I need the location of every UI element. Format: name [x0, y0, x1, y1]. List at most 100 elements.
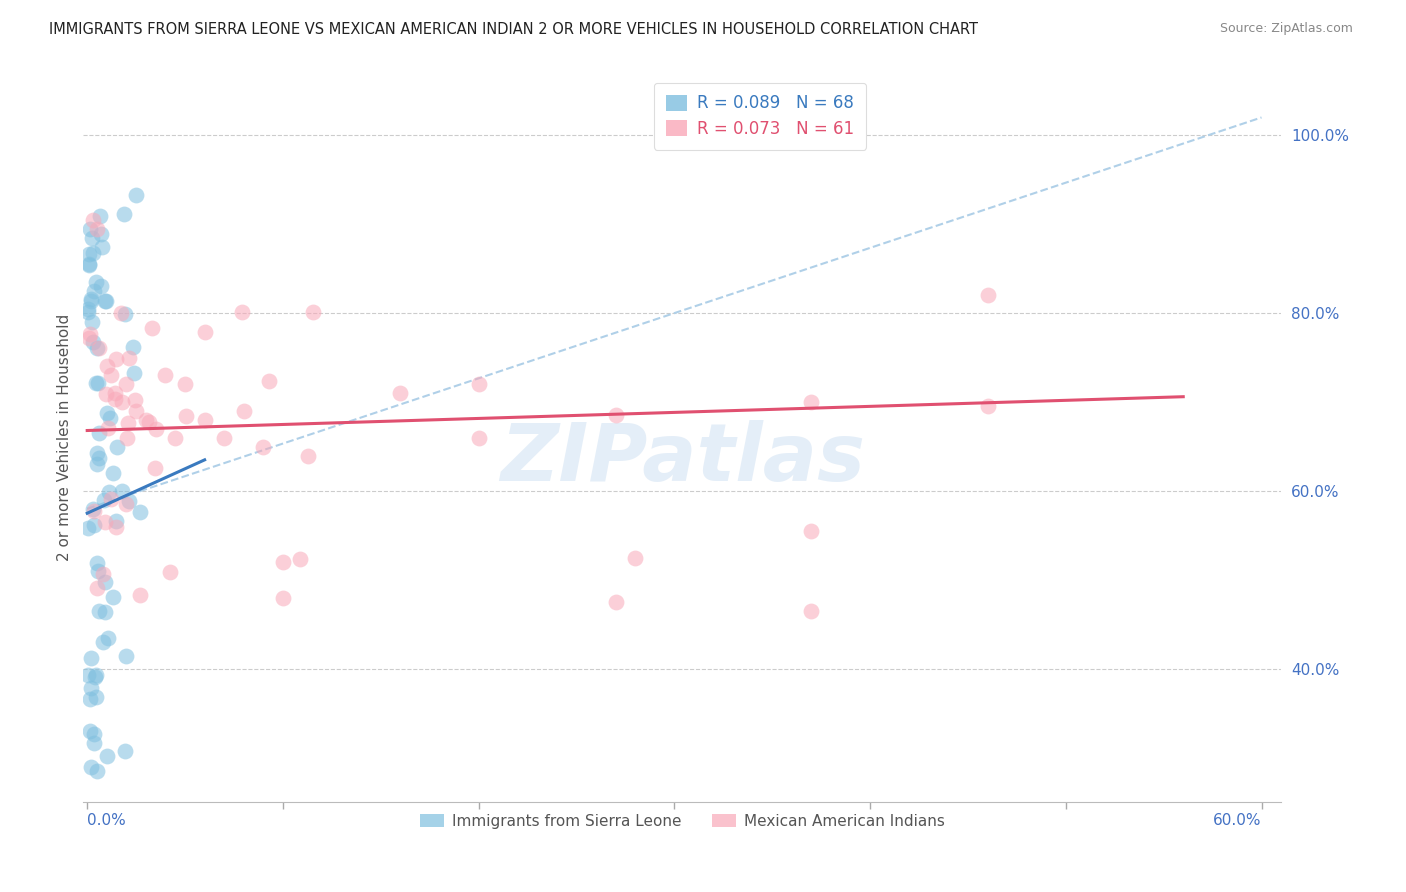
Point	[124, 392, 146, 407]
Point	[110, 306, 132, 320]
Point	[129, 588, 152, 602]
Point	[165, 431, 187, 445]
Point	[94, 605, 117, 619]
Point	[121, 340, 143, 354]
Point	[800, 395, 823, 409]
Point	[90, 240, 112, 254]
Point	[82, 246, 104, 260]
Point	[104, 520, 127, 534]
Point	[159, 565, 181, 579]
Point	[82, 315, 104, 329]
Point	[89, 209, 111, 223]
Point	[84, 690, 107, 704]
Text: Source: ZipAtlas.com: Source: ZipAtlas.com	[1219, 22, 1353, 36]
Point	[104, 386, 127, 401]
Point	[125, 187, 148, 202]
Point	[174, 409, 197, 423]
Point	[84, 275, 107, 289]
Point	[257, 374, 280, 388]
Point	[94, 387, 117, 401]
Point	[104, 351, 127, 366]
Point	[89, 279, 111, 293]
Y-axis label: 2 or more Vehicles in Household: 2 or more Vehicles in Household	[58, 314, 72, 561]
Point	[231, 305, 253, 319]
Point	[138, 415, 160, 429]
Point	[83, 735, 105, 749]
Point	[115, 377, 138, 392]
Point	[800, 604, 823, 618]
Point	[79, 331, 101, 345]
Point	[91, 566, 114, 581]
Point	[115, 648, 138, 663]
Point	[87, 341, 110, 355]
Text: 60.0%: 60.0%	[1213, 813, 1261, 828]
Point	[93, 492, 115, 507]
Point	[87, 564, 110, 578]
Point	[83, 670, 105, 684]
Point	[467, 377, 489, 392]
Point	[82, 334, 104, 349]
Point	[252, 440, 274, 454]
Point	[84, 376, 107, 390]
Point	[77, 258, 100, 272]
Point	[976, 400, 998, 414]
Point	[155, 368, 177, 383]
Point	[86, 341, 108, 355]
Point	[125, 404, 148, 418]
Point	[80, 681, 103, 695]
Point	[976, 288, 998, 302]
Point	[87, 604, 110, 618]
Point	[114, 744, 136, 758]
Point	[800, 524, 823, 538]
Point	[118, 494, 141, 508]
Point	[77, 521, 100, 535]
Point	[80, 292, 103, 306]
Point	[111, 483, 134, 498]
Point	[87, 376, 110, 390]
Point	[101, 590, 124, 604]
Point	[96, 748, 118, 763]
Point	[79, 327, 101, 342]
Point	[83, 727, 105, 741]
Point	[83, 518, 105, 533]
Point	[79, 247, 101, 261]
Point	[94, 515, 117, 529]
Point	[82, 501, 104, 516]
Point	[288, 551, 311, 566]
Point	[101, 466, 124, 480]
Point	[297, 449, 319, 463]
Point	[605, 595, 627, 609]
Point	[111, 395, 134, 409]
Point	[467, 431, 489, 445]
Point	[77, 257, 100, 271]
Point	[194, 413, 217, 427]
Point	[301, 305, 323, 319]
Point	[94, 293, 117, 308]
Point	[232, 404, 254, 418]
Text: ZIPatlas: ZIPatlas	[499, 420, 865, 499]
Point	[605, 409, 627, 423]
Text: IMMIGRANTS FROM SIERRA LEONE VS MEXICAN AMERICAN INDIAN 2 OR MORE VEHICLES IN HO: IMMIGRANTS FROM SIERRA LEONE VS MEXICAN …	[49, 22, 979, 37]
Point	[100, 491, 122, 506]
Point	[145, 422, 167, 436]
Point	[117, 416, 139, 430]
Point	[80, 651, 103, 665]
Point	[114, 307, 136, 321]
Point	[141, 321, 163, 335]
Point	[114, 498, 136, 512]
Point	[87, 425, 110, 440]
Point	[77, 668, 100, 682]
Point	[84, 667, 107, 681]
Point	[194, 325, 217, 339]
Point	[105, 440, 128, 454]
Point	[76, 305, 98, 319]
Point	[86, 556, 108, 570]
Point	[112, 207, 135, 221]
Point	[98, 411, 121, 425]
Point	[83, 284, 105, 298]
Point	[100, 368, 122, 383]
Point	[86, 446, 108, 460]
Point	[624, 550, 647, 565]
Point	[83, 504, 105, 518]
Point	[135, 413, 157, 427]
